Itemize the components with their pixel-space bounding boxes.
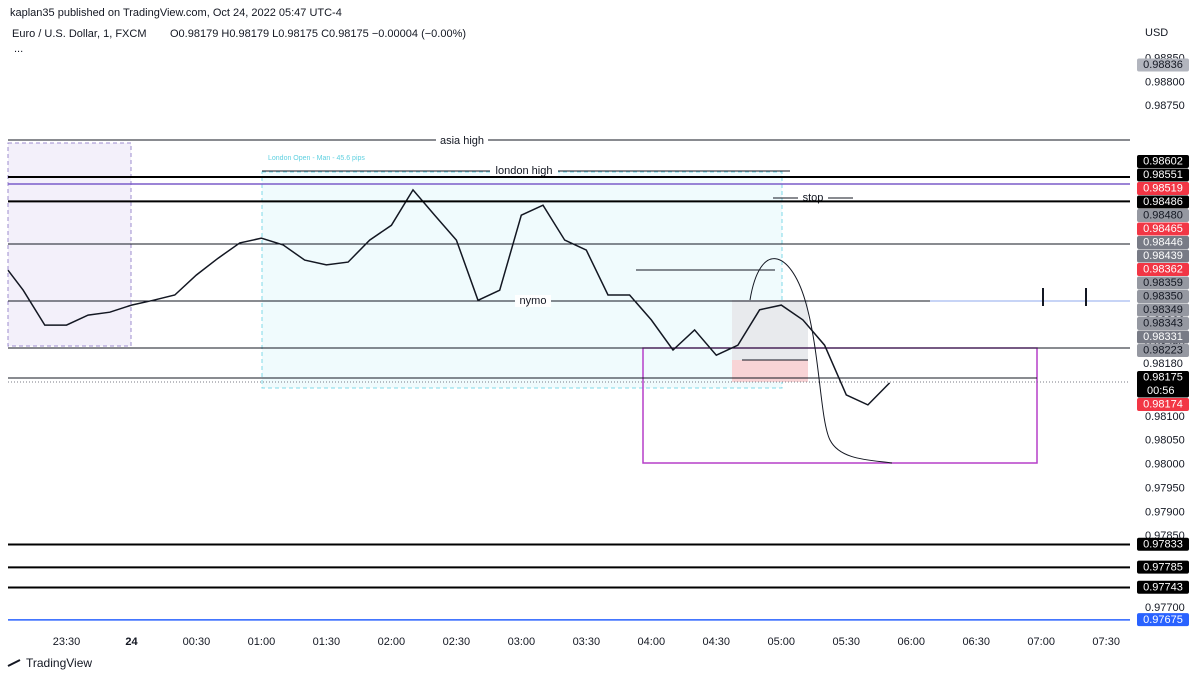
price-label: 0.97833	[1143, 538, 1183, 550]
price-label: 0.98174	[1143, 399, 1183, 411]
y-tick-label: 0.98800	[1145, 76, 1185, 88]
x-tick-label: 07:00	[1027, 636, 1055, 648]
brand: TradingView	[26, 656, 92, 670]
y-tick-label: 0.97900	[1145, 506, 1185, 518]
stop-zone	[732, 360, 808, 382]
price-label-bg	[1137, 168, 1189, 182]
x-tick-label: 07:30	[1092, 636, 1120, 648]
price-label-bg	[1137, 580, 1189, 594]
price-label: 0.98359	[1143, 277, 1183, 289]
price-label-bg	[1137, 397, 1189, 411]
annotation: london high	[496, 165, 553, 177]
label-bg	[490, 165, 558, 177]
x-tick-label: 00:30	[183, 636, 211, 648]
price-label: 0.98343	[1143, 318, 1183, 330]
price-label: 0.98551	[1143, 169, 1183, 181]
drawing	[749, 258, 893, 464]
price-label-bg	[1137, 370, 1189, 398]
price-label: 0.98465	[1143, 223, 1183, 235]
currency: USD	[1145, 27, 1168, 39]
price-label: 0.97743	[1143, 581, 1183, 593]
logo	[7, 659, 21, 667]
price-label: 0.98223	[1143, 345, 1183, 357]
x-tick-label: 01:00	[248, 636, 276, 648]
publisher: kaplan35 published on TradingView.com, O…	[10, 7, 342, 19]
price-label-bg	[1137, 560, 1189, 574]
x-tick-label: 02:00	[378, 636, 406, 648]
price-label: 0.98486	[1143, 196, 1183, 208]
price-label-bg	[1137, 276, 1189, 290]
price-label-bg	[1137, 235, 1189, 249]
price-label: 0.98439	[1143, 250, 1183, 262]
label-bg	[436, 134, 488, 146]
x-tick-label: 01:30	[313, 636, 341, 648]
x-tick-label: 06:00	[897, 636, 925, 648]
price-label: 0.98836	[1143, 59, 1183, 71]
x-tick-label: 04:00	[638, 636, 666, 648]
y-tick-label: 0.97700	[1145, 602, 1185, 614]
x-tick-label: 03:00	[508, 636, 536, 648]
price-label-bg	[1137, 613, 1189, 627]
price-label: 0.98446	[1143, 237, 1183, 249]
x-tick-label: 03:30	[573, 636, 601, 648]
symbol: Euro / U.S. Dollar, 1, FXCM	[12, 28, 146, 40]
y-tick-label: 0.98750	[1145, 100, 1185, 112]
price-label-bg	[1137, 289, 1189, 303]
annotation: asia high	[440, 135, 484, 147]
more: ...	[14, 43, 23, 55]
price-label-bg	[1137, 330, 1189, 344]
price-label: 0.97785	[1143, 561, 1183, 573]
price-label-bg	[1137, 195, 1189, 209]
price-label: 0.98519	[1143, 183, 1183, 195]
price-label-bg	[1137, 154, 1189, 168]
annotation: London Open - Man - 45.6 pips	[268, 155, 365, 162]
y-tick-label: 0.98100	[1145, 411, 1185, 423]
price-label-bg	[1137, 181, 1189, 195]
price-label: 0.98175	[1143, 372, 1183, 384]
price-label-bg	[1137, 262, 1189, 276]
y-tick-label: 0.97950	[1145, 482, 1185, 494]
x-tick-label: 05:30	[832, 636, 860, 648]
x-tick-label: 06:30	[962, 636, 990, 648]
x-tick-label: 02:30	[443, 636, 471, 648]
x-tick-label: 23:30	[53, 636, 81, 648]
price-label: 0.97675	[1143, 614, 1183, 626]
price-label-bg	[1137, 343, 1189, 357]
price-label: 0.98350	[1143, 291, 1183, 303]
y-tick-label: 0.98050	[1145, 435, 1185, 447]
y-tick-label: 0.98000	[1145, 459, 1185, 471]
ohlc: O0.98179 H0.98179 L0.98175 C0.98175 −0.0…	[170, 28, 466, 40]
price-label: 0.98602	[1143, 156, 1183, 168]
price-label: 0.98349	[1143, 304, 1183, 316]
price-label-bg	[1137, 208, 1189, 222]
x-tick-label: 05:00	[768, 636, 796, 648]
price-label: 0.98180	[1143, 358, 1183, 370]
price-label-bg	[1137, 303, 1189, 317]
price-label-bg	[1136, 356, 1190, 371]
label-bg	[515, 295, 551, 307]
price-label-bg	[1137, 249, 1189, 263]
price-label-bg	[1137, 316, 1189, 330]
price-label-bg	[1137, 222, 1189, 236]
annotation: nymo	[520, 295, 547, 307]
countdown: 00:56	[1147, 385, 1175, 397]
price-label: 0.98331	[1143, 331, 1183, 343]
price-label: 0.98362	[1143, 264, 1183, 276]
entry-zone	[732, 300, 808, 360]
price-label-bg	[1137, 58, 1189, 72]
x-tick-label: 04:30	[703, 636, 731, 648]
price-label-bg	[1137, 537, 1189, 551]
x-tick-label: 24	[125, 636, 138, 648]
price-line	[7, 188, 891, 406]
price-label: 0.98480	[1143, 210, 1183, 222]
london-box	[261, 171, 783, 389]
